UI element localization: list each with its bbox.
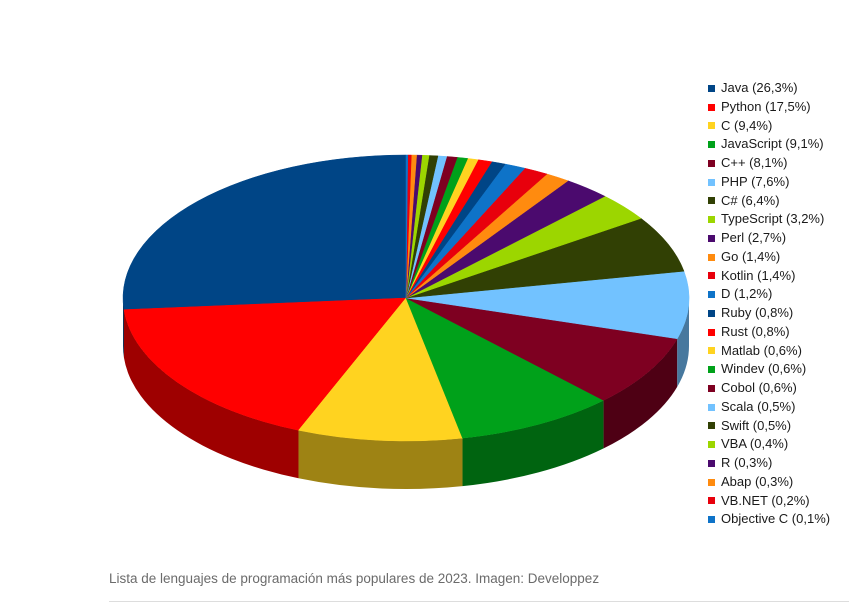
pie-top [122,154,690,442]
legend-item: Perl (2,7%) [708,229,830,248]
legend: Java (26,3%) Python (17,5%) C (9,4%) JavaSc… [708,79,830,529]
legend-item: D (1,2%) [708,285,830,304]
legend-label: Matlab (0,6%) [721,342,802,358]
legend-label: Go (1,4%) [721,248,781,264]
legend-item: Swift (0,5%) [708,417,830,436]
legend-item: C (9,4%) [708,117,830,136]
legend-label: TypeScript (3,2%) [721,211,825,227]
legend-label: JavaScript (9,1%) [721,136,824,152]
legend-swatch [708,253,715,261]
legend-item: VBA (0,4%) [708,435,830,454]
legend-item: C# (6,4%) [708,192,830,211]
legend-swatch [708,309,715,317]
pie-slice-side [123,309,299,479]
legend-item: Java (26,3%) [708,79,830,98]
legend-swatch [708,441,715,449]
legend-swatch [708,422,715,430]
legend-item: Objective C (0,1%) [708,510,830,529]
pie-slice [405,297,605,439]
legend-label: Scala (0,5%) [721,398,796,414]
pie-chart [122,154,690,490]
legend-item: TypeScript (3,2%) [708,210,830,229]
pie-slice [405,270,690,340]
legend-swatch [708,459,715,467]
legend-swatch [708,141,715,149]
legend-label: PHP (7,6%) [721,173,790,189]
legend-swatch [708,197,715,205]
legend-label: C# (6,4%) [721,192,780,208]
legend-swatch [708,216,715,224]
legend-item: R (0,3%) [708,454,830,473]
legend-label: Ruby (0,8%) [721,305,794,320]
pie-slice [405,218,685,299]
caption-divider [109,601,849,602]
legend-label: Abap (0,3%) [721,473,794,489]
legend-item: VB.NET (0,2%) [708,492,830,511]
legend-swatch [708,159,715,167]
legend-swatch [708,122,715,130]
legend-item: Cobol (0,6%) [708,379,830,398]
pie-slice [405,297,678,401]
legend-swatch [708,328,715,336]
legend-item: Rust (0,8%) [708,323,830,342]
legend-label: R (0,3%) [721,455,773,470]
legend-swatch [708,497,715,505]
legend-swatch [708,178,715,186]
legend-label: Cobol (0,6%) [721,380,797,395]
legend-label: Objective C (0,1%) [721,511,831,527]
pie-slice [405,154,409,299]
legend-swatch [708,403,715,411]
legend-swatch [708,272,715,280]
legend-item: Matlab (0,6%) [708,342,830,361]
legend-swatch [708,291,715,299]
legend-item: Abap (0,3%) [708,473,830,492]
legend-item: Ruby (0,8%) [708,304,830,323]
legend-label: C (9,4%) [721,117,773,133]
legend-label: VB.NET (0,2%) [721,492,810,508]
legend-swatch [708,478,715,486]
legend-item: Kotlin (1,4%) [708,267,830,286]
legend-item: C++ (8,1%) [708,154,830,173]
legend-swatch [708,234,715,242]
legend-swatch [708,84,715,92]
pie-slice-side [603,338,678,449]
pie-sides [123,298,689,490]
legend-label: Swift (0,5%) [721,417,792,433]
legend-swatch [708,347,715,355]
pie-slice-side [123,298,124,358]
legend-label: Python (17,5%) [721,98,811,114]
legend-swatch [708,516,715,524]
legend-item: Windev (0,6%) [708,360,830,379]
legend-label: VBA (0,4%) [721,436,789,452]
legend-label: C++ (8,1%) [721,155,788,170]
pie-slice [122,154,407,310]
pie-slice-side [677,298,689,387]
legend-label: Windev (0,6%) [721,361,807,377]
legend-swatch [708,103,715,111]
legend-item: Scala (0,5%) [708,398,830,417]
legend-item: PHP (7,6%) [708,173,830,192]
legend-item: Python (17,5%) [708,98,830,117]
image-caption: Lista de lenguajes de programación más p… [109,571,600,586]
legend-item: JavaScript (9,1%) [708,135,830,154]
pie-slice [123,297,407,431]
legend-item: Go (1,4%) [708,248,830,267]
chart-figure: Java (26,3%) Python (17,5%) C (9,4%) JavaSc… [107,0,849,558]
legend-label: D (1,2%) [721,286,773,302]
legend-label: Kotlin (1,4%) [721,267,796,283]
legend-swatch [708,384,715,392]
legend-swatch [708,366,715,374]
legend-label: Perl (2,7%) [721,230,787,245]
legend-label: Java (26,3%) [721,80,798,95]
legend-label: Rust (0,8%) [721,323,790,339]
pie-slice-side [462,400,604,487]
pie-slice [298,297,463,442]
pie-slice-side [298,430,463,490]
